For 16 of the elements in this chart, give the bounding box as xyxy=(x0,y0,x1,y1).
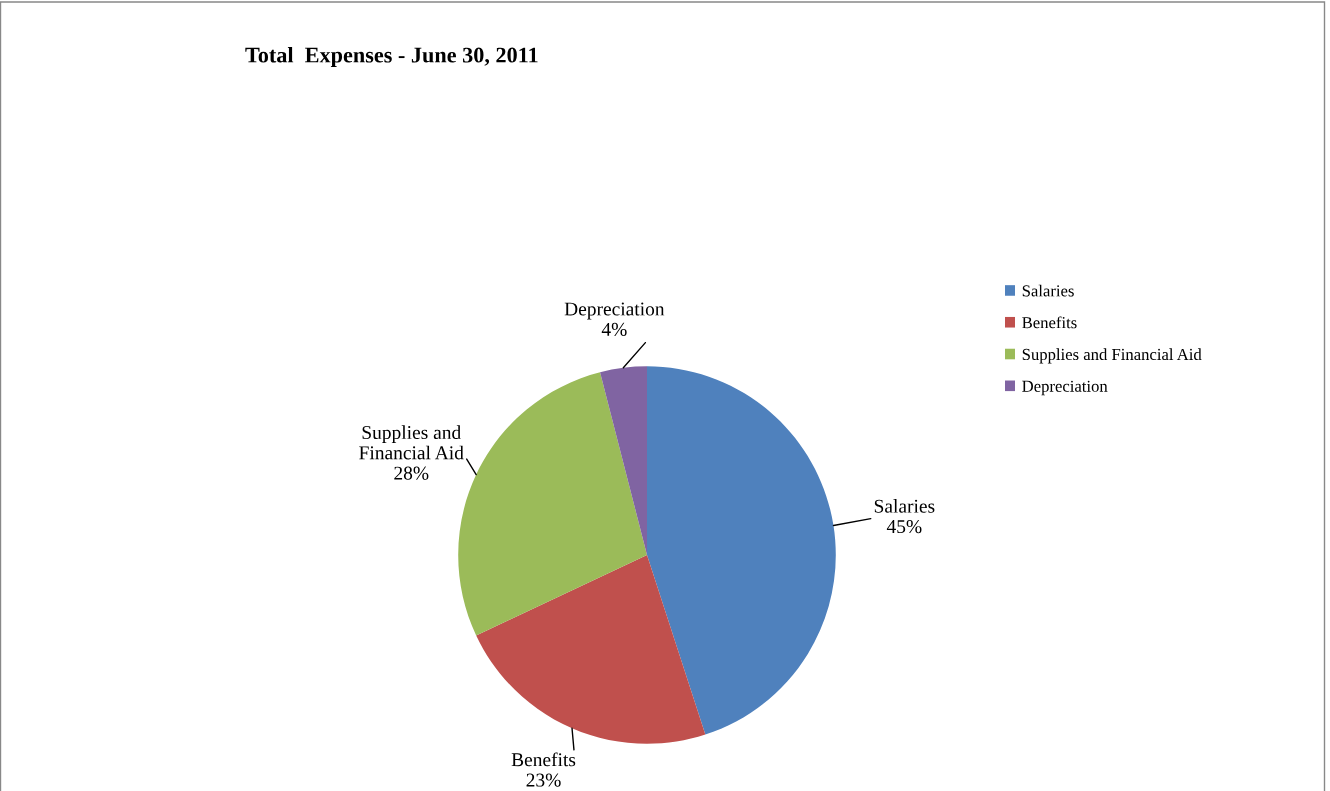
slice-label: Supplies and Financial Aid xyxy=(359,425,464,460)
pie-slice xyxy=(476,555,706,744)
legend-label: Benefits xyxy=(1022,316,1077,329)
chart-title: Total Expenses - June 30, 2011 xyxy=(245,46,538,68)
slice-label: Salaries xyxy=(874,499,935,513)
data-label: 23% xyxy=(526,773,561,787)
data-label: 45% xyxy=(886,519,922,534)
slice-label: Depreciation xyxy=(564,302,665,320)
data-label: 28% xyxy=(394,466,429,480)
pie-slice xyxy=(600,366,647,555)
pie-slice xyxy=(647,366,836,735)
legend-label: Salaries xyxy=(1022,284,1074,297)
data-label: 4% xyxy=(601,322,627,336)
legend-label: Supplies and Financial Aid xyxy=(1022,348,1202,364)
legend-label: Depreciation xyxy=(1022,380,1108,396)
slice-label: Benefits xyxy=(511,752,576,767)
